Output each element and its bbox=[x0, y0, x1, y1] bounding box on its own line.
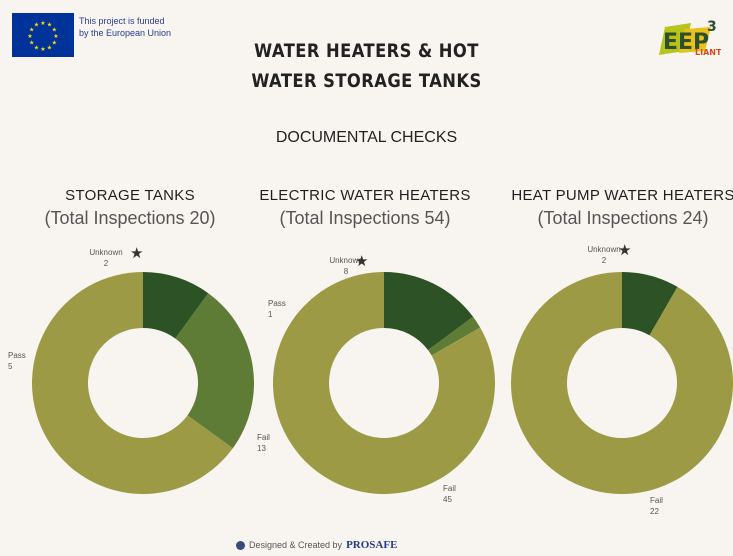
eu-star-icon: ★ bbox=[27, 33, 32, 40]
donut-slice-fail bbox=[31, 272, 233, 494]
title-line-1: WATER HEATERS & HOT bbox=[254, 40, 479, 62]
slice-value: 2 bbox=[602, 256, 607, 265]
eep-compliant-logo: EEP 3 LIANT bbox=[655, 17, 722, 61]
star-marker-icon: ★ bbox=[618, 242, 631, 259]
eu-star-icon: ★ bbox=[40, 46, 45, 53]
donut-slice-fail bbox=[273, 272, 495, 494]
slice-label: Unknown bbox=[587, 245, 620, 254]
eu-flag-icon: ★ ★ ★ ★ ★ ★ ★ ★ ★ ★ ★ ★ bbox=[12, 13, 74, 57]
funding-notice: This project is funded by the European U… bbox=[79, 15, 189, 39]
copyright-icon bbox=[236, 540, 245, 550]
star-marker-icon: ★ bbox=[130, 245, 143, 262]
logo-superscript: 3 bbox=[707, 19, 717, 35]
eu-star-icon: ★ bbox=[52, 27, 57, 34]
slice-value: 22 bbox=[650, 507, 659, 516]
eu-star-icon: ★ bbox=[52, 40, 57, 47]
slice-label: Pass bbox=[268, 299, 286, 308]
eu-star-icon: ★ bbox=[34, 22, 39, 29]
slice-value: 13 bbox=[257, 444, 266, 453]
chart-subtitle: (Total Inspections 24) bbox=[537, 208, 709, 228]
chart-header-heat-pump-water-heaters: HEAT PUMP WATER HEATERS (Total Inspectio… bbox=[503, 187, 733, 229]
slice-label: Unknown bbox=[329, 256, 362, 265]
donut-slice-fail bbox=[511, 272, 733, 494]
prosafe-logo: PROSAFE bbox=[346, 539, 398, 551]
slice-value: 5 bbox=[8, 362, 13, 371]
eu-star-icon: ★ bbox=[34, 44, 39, 51]
slice-label: Fail bbox=[650, 496, 663, 505]
logo-small-text: LIANT bbox=[695, 48, 721, 57]
chart-subtitle: (Total Inspections 54) bbox=[279, 208, 451, 228]
donut-slice-pass bbox=[428, 316, 481, 356]
chart-header-electric-water-heaters: ELECTRIC WATER HEATERS (Total Inspection… bbox=[245, 187, 485, 229]
donut-slice-pass bbox=[175, 293, 254, 449]
slice-label: Unknown bbox=[89, 248, 122, 257]
eu-star-icon: ★ bbox=[53, 33, 58, 40]
logo-letters: EEP bbox=[663, 30, 709, 55]
eu-star-icon: ★ bbox=[47, 22, 52, 29]
donut-slice-unknown bbox=[384, 272, 474, 351]
donut-slice-unknown bbox=[622, 272, 678, 336]
chart-header-storage-tanks: STORAGE TANKS (Total Inspections 20) bbox=[10, 187, 250, 229]
chart-title: ELECTRIC WATER HEATERS bbox=[259, 187, 471, 204]
chart-subtitle: (Total Inspections 20) bbox=[44, 208, 216, 228]
funding-line-1: This project is funded bbox=[79, 16, 165, 26]
footer-text: Designed & Created by bbox=[249, 540, 343, 550]
slice-value: 8 bbox=[344, 267, 349, 276]
slice-label: Fail bbox=[443, 484, 456, 493]
chart-title: HEAT PUMP WATER HEATERS bbox=[511, 187, 733, 204]
eu-star-icon: ★ bbox=[47, 44, 52, 51]
slice-label: Pass bbox=[8, 351, 26, 360]
funding-line-2: by the European Union bbox=[79, 28, 172, 38]
page-title: WATER HEATERS & HOT WATER STORAGE TANKS bbox=[0, 36, 733, 96]
eu-star-icon: ★ bbox=[29, 27, 34, 34]
donut-slice-unknown bbox=[143, 272, 209, 339]
slice-label: Fail bbox=[257, 433, 270, 442]
slice-value: 1 bbox=[268, 310, 273, 319]
chart-title: STORAGE TANKS bbox=[65, 187, 195, 204]
eu-star-icon: ★ bbox=[40, 20, 45, 27]
slice-value: 2 bbox=[104, 259, 109, 268]
footer-credit: Designed & Created by PROSAFE bbox=[236, 539, 397, 551]
section-subtitle: DOCUMENTAL CHECKS bbox=[275, 129, 458, 146]
title-line-2: WATER STORAGE TANKS bbox=[251, 70, 482, 92]
slice-value: 45 bbox=[443, 495, 452, 504]
star-marker-icon: ★ bbox=[355, 253, 368, 270]
eu-star-icon: ★ bbox=[29, 40, 34, 47]
